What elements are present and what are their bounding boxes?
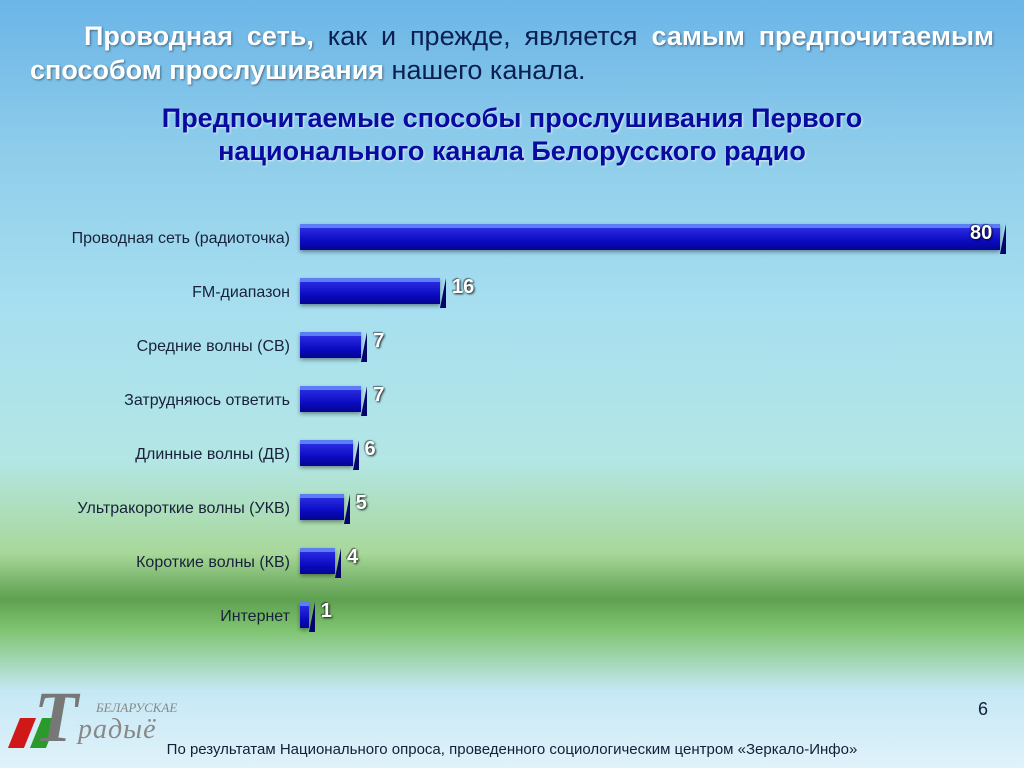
bar-value: 4: [347, 546, 358, 569]
category-label: Проводная сеть (радиоточка): [30, 230, 300, 248]
chart-row: Средние волны (СВ) 7: [30, 325, 994, 369]
category-label: FM-диапазон: [30, 284, 300, 302]
bar-value: 1: [321, 600, 332, 623]
logo-word: радыё: [78, 714, 157, 746]
bar-value: 7: [373, 330, 384, 353]
chart-row: Ультракороткие волны (УКВ) 5: [30, 487, 994, 531]
category-label: Затрудняюсь ответить: [30, 392, 300, 410]
bar-value: 80: [970, 222, 992, 245]
chart-title: Предпочитаемые способы прослушивания Пер…: [30, 102, 994, 170]
chart-row: Проводная сеть (радиоточка) 80: [30, 217, 994, 261]
bar: [300, 548, 335, 574]
bar-value: 16: [452, 276, 474, 299]
category-label: Длинные волны (ДВ): [30, 446, 300, 464]
station-logo: Т БЕЛАРУСКАЕ радыё: [14, 672, 194, 758]
bar: [300, 278, 440, 304]
bar-area: 5: [300, 494, 994, 524]
bar: [300, 332, 361, 358]
intro-highlight-1: Проводная сеть,: [84, 21, 314, 51]
category-label: Короткие волны (КВ): [30, 554, 300, 572]
bar-area: 80: [300, 224, 994, 254]
bar-area: 1: [300, 602, 994, 632]
intro-text: Проводная сеть, как и прежде, является с…: [30, 20, 994, 88]
chart-row: Интернет 1: [30, 595, 994, 639]
bar-chart: Проводная сеть (радиоточка) 80 FM-диапазон…: [30, 217, 994, 639]
chart-row: Затрудняюсь ответить 7: [30, 379, 994, 423]
bar-area: 7: [300, 332, 994, 362]
bar: [300, 386, 361, 412]
category-label: Интернет: [30, 608, 300, 626]
chart-row: Длинные волны (ДВ) 6: [30, 433, 994, 477]
page-number: 6: [978, 699, 988, 720]
bar: [300, 494, 344, 520]
intro-plain-1: как и прежде, является: [314, 21, 652, 51]
chart-row: Короткие волны (КВ) 4: [30, 541, 994, 585]
bar-value: 5: [356, 492, 367, 515]
bar-value: 6: [365, 438, 376, 461]
bar: [300, 440, 353, 466]
bar-area: 4: [300, 548, 994, 578]
chart-row: FM-диапазон 16: [30, 271, 994, 315]
bar-area: 6: [300, 440, 994, 470]
bar-area: 7: [300, 386, 994, 416]
bar: [300, 224, 1000, 250]
bar-value: 7: [373, 384, 384, 407]
logo-big-letter: Т: [34, 676, 78, 759]
bar-area: 16: [300, 278, 994, 308]
bar: [300, 602, 309, 628]
category-label: Средние волны (СВ): [30, 338, 300, 356]
category-label: Ультракороткие волны (УКВ): [30, 500, 300, 518]
intro-plain-2: нашего канала.: [384, 55, 586, 85]
